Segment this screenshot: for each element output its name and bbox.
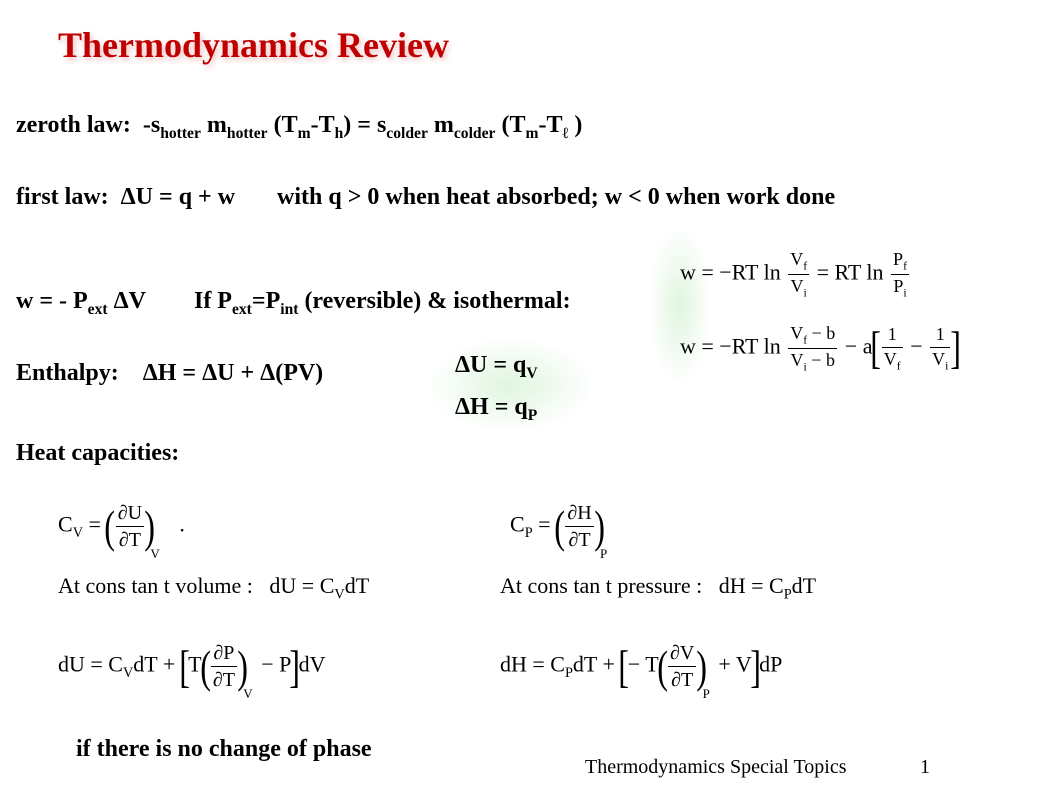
dH-expansion: dH = CPdT + [− T(∂V∂T)P + V]dP [500,640,782,693]
footer-text: Thermodynamics Special Topics [585,756,847,779]
zeroth-law-line: zeroth law: -shotter mhotter (Tm-Th) = s… [16,112,582,143]
Cv-definition: CV = (∂U∂T)V . [58,500,185,553]
slide-title: Thermodynamics Review [58,24,449,66]
dU-qV: ΔU = qV [455,352,538,383]
first-law-line: first law: ΔU = q + w with q > 0 when he… [16,184,835,211]
isothermal-ideal-work: w = −RT ln VfVi = RT ln PfPi [680,248,911,301]
work-line: w = - Pext ΔV If Pext=Pint (reversible) … [16,288,571,319]
const-volume-line: At cons tan t volume : dU = CVdT [58,572,369,604]
slide-page: Thermodynamics Review zeroth law: -shott… [0,0,1062,797]
Cp-definition: CP = (∂H∂T)P [510,500,610,553]
const-pressure-line: At cons tan t pressure : dH = CPdT [500,572,816,604]
dU-expansion: dU = CVdT + [T(∂P∂T)V − P]dV [58,640,326,693]
isothermal-vdw-work: w = −RT ln Vf − bVi − b − a[1Vf − 1Vi] [680,322,960,375]
enthalpy-line: Enthalpy: ΔH = ΔU + Δ(PV) [16,360,323,387]
phase-note: if there is no change of phase [76,736,372,763]
dH-qP: ΔH = qP [455,394,537,425]
heat-capacities-label: Heat capacities: [16,440,179,467]
page-number: 1 [920,756,930,779]
